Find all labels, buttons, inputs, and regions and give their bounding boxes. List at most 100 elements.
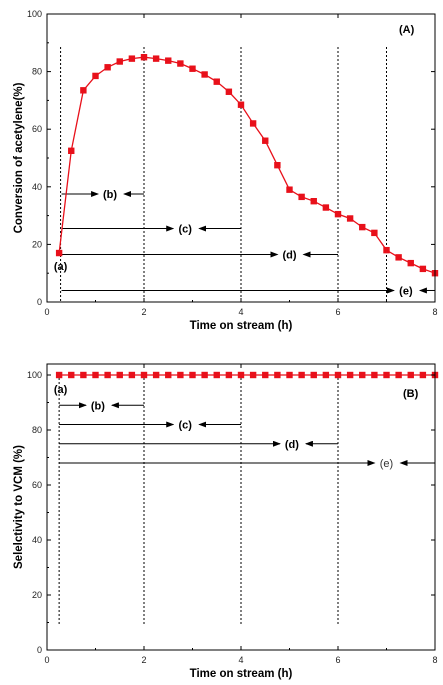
data-point: [80, 87, 87, 94]
y-tick-label: 80: [32, 67, 42, 77]
data-point: [346, 215, 354, 222]
annotation-label: (e): [399, 285, 413, 297]
annotation-label: (d): [285, 439, 299, 451]
data-point: [419, 371, 427, 379]
data-point: [310, 371, 317, 379]
annotation-label: (b): [91, 400, 105, 412]
y-tick-label: 20: [32, 590, 42, 600]
data-point: [80, 371, 87, 379]
data-point: [92, 72, 99, 80]
data-point: [395, 254, 402, 261]
data-point: [286, 371, 293, 379]
panel-b-label: (B): [403, 388, 419, 400]
data-point: [237, 101, 245, 108]
data-point: [383, 246, 390, 254]
data-point: [140, 371, 148, 379]
panel-b-marks: (a) (b) (c) (d) (e): [54, 371, 439, 626]
data-point: [201, 71, 208, 78]
y-tick-label: 60: [32, 124, 42, 134]
data-point: [395, 371, 402, 379]
data-point: [189, 371, 196, 379]
data-point: [68, 371, 75, 379]
y-tick-label: 100: [27, 9, 42, 19]
data-point: [359, 371, 366, 379]
panel-a-label: (A): [399, 24, 415, 36]
data-point: [274, 162, 281, 169]
data-point: [152, 371, 160, 379]
annotation-label: (a): [54, 261, 68, 273]
panel-b-x-axis-label: Time on stream (h): [190, 668, 293, 680]
panel-a-y-axis-label: Conversion of acetylene(%): [13, 82, 25, 233]
y-tick-label: 40: [32, 535, 42, 545]
data-point: [310, 198, 317, 205]
data-point: [371, 371, 378, 379]
data-point: [104, 371, 111, 379]
data-point: [286, 186, 293, 193]
annotation-label: (c): [178, 420, 192, 432]
x-tick-label: 2: [141, 655, 146, 665]
y-tick-label: 80: [32, 425, 42, 435]
annotation-label: (c): [178, 224, 192, 236]
data-point: [68, 147, 75, 154]
data-point: [298, 193, 305, 201]
data-point: [225, 371, 233, 379]
x-tick-label: 0: [44, 655, 49, 665]
data-point: [322, 204, 330, 211]
x-tick-label: 8: [432, 655, 437, 665]
data-point: [262, 371, 269, 379]
data-point: [140, 54, 148, 61]
data-point: [55, 371, 63, 379]
y-tick-label: 0: [37, 645, 42, 655]
x-tick-label: 4: [238, 655, 243, 665]
x-tick-label: 6: [335, 307, 340, 317]
data-point: [165, 57, 172, 64]
x-tick-label: 0: [44, 307, 49, 317]
data-point: [237, 371, 245, 379]
data-point: [104, 64, 111, 71]
data-point: [128, 371, 136, 379]
y-tick-label: 100: [27, 370, 42, 380]
y-tick-label: 60: [32, 480, 42, 490]
data-point: [55, 249, 63, 257]
data-point: [359, 223, 366, 231]
data-point: [407, 371, 414, 379]
data-point: [334, 371, 342, 379]
data-point: [201, 371, 208, 379]
data-point: [371, 229, 378, 237]
data-point: [249, 120, 257, 127]
data-point: [213, 78, 220, 85]
data-point: [177, 371, 184, 379]
panel-b-y-axis-label: Selelctivity to VCM (%): [13, 445, 25, 569]
x-tick-label: 8: [432, 307, 437, 317]
data-point: [116, 371, 123, 379]
data-point: [274, 371, 281, 379]
x-tick-label: 4: [238, 307, 243, 317]
data-point: [334, 210, 342, 218]
data-point: [165, 371, 172, 379]
data-point: [249, 371, 257, 379]
data-point: [213, 371, 220, 379]
annotation-label: (d): [282, 249, 296, 261]
data-point: [92, 371, 99, 379]
data-point: [116, 58, 123, 65]
data-point: [322, 371, 330, 379]
data-point: [407, 259, 414, 267]
y-tick-label: 20: [32, 239, 42, 249]
data-point: [189, 65, 196, 72]
x-tick-label: 2: [141, 307, 146, 317]
data-point: [419, 265, 427, 273]
panel-a-x-axis-label: Time on stream (h): [190, 320, 293, 332]
series-line: [58, 56, 436, 274]
y-tick-label: 0: [37, 297, 42, 307]
y-tick-label: 40: [32, 182, 42, 192]
annotation-label: (a): [54, 384, 68, 396]
data-point: [346, 371, 354, 379]
data-point: [383, 371, 390, 379]
annotation-label: (b): [103, 189, 117, 201]
data-point: [177, 60, 184, 67]
